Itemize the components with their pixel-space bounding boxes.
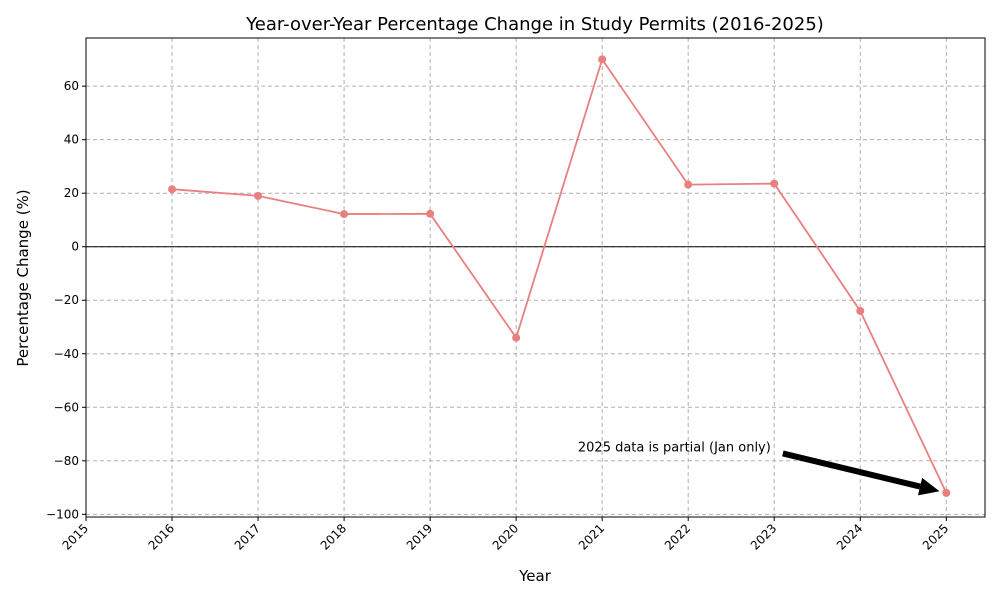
annotation-arrow-shaft [782, 450, 921, 490]
data-point [684, 180, 693, 189]
y-tick-label: 60 [64, 79, 79, 93]
x-tick-label: 2016 [146, 521, 177, 552]
y-tick-label: 20 [64, 186, 79, 200]
y-tick-label: −40 [54, 347, 79, 361]
y-tick-label: 40 [64, 133, 79, 147]
x-tick-label: 2021 [576, 521, 607, 552]
series-group [168, 55, 951, 497]
x-tick-label: 2017 [232, 521, 263, 552]
x-tick-label: 2020 [490, 521, 521, 552]
x-tick-label: 2023 [748, 521, 779, 552]
series-line [171, 57, 948, 494]
x-tick-label: 2025 [920, 521, 951, 552]
x-tick-label: 2015 [60, 521, 91, 552]
y-axis-label: Percentage Change (%) [14, 189, 32, 366]
data-point [340, 210, 349, 219]
data-point [168, 185, 177, 194]
annotation-arrow-head [917, 477, 940, 496]
plot-frame [85, 37, 986, 518]
x-tick-label: 2019 [404, 521, 435, 552]
grid [85, 38, 985, 517]
data-point [770, 179, 779, 188]
x-tick-label: 2018 [318, 521, 349, 552]
annotation-group: 2025 data is partial (Jan only) [578, 440, 940, 496]
y-tick-label: −20 [54, 293, 79, 307]
data-point [942, 488, 951, 497]
x-tick-label: 2022 [662, 521, 693, 552]
data-point [254, 191, 263, 200]
data-point [426, 209, 435, 218]
y-tick-label: −100 [46, 507, 79, 521]
x-axis-label: Year [518, 567, 552, 585]
y-tick-label: −80 [54, 454, 79, 468]
ticks: 2015 2016 2017 2018 2019 2020 2021 2022 2023 2024… [46, 79, 951, 553]
data-point [598, 55, 607, 64]
y-tick-label: −60 [54, 400, 79, 414]
y-tick-label: 0 [71, 240, 79, 254]
data-point [856, 306, 865, 315]
data-point [512, 333, 521, 342]
chart-title: Year-over-Year Percentage Change in Stud… [245, 14, 824, 35]
annotation-text: 2025 data is partial (Jan only) [578, 440, 771, 455]
x-tick-label: 2024 [834, 521, 865, 552]
